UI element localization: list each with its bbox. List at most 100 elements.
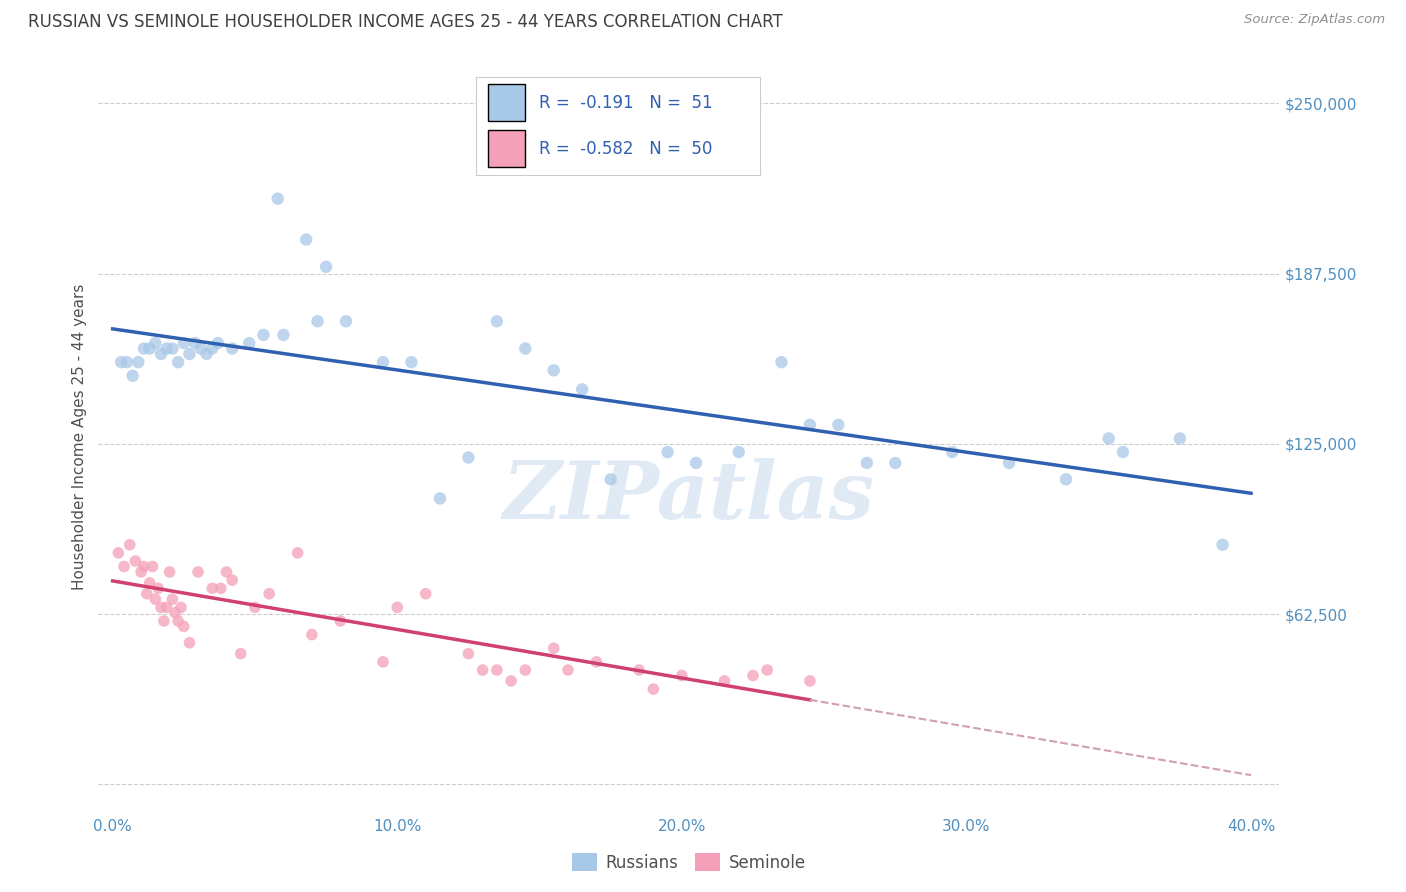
Point — [557, 663, 579, 677]
Point — [515, 342, 537, 356]
Point — [179, 347, 201, 361]
Point — [1098, 432, 1121, 446]
Point — [153, 614, 176, 628]
Y-axis label: Householder Income Ages 25 - 44 years: Householder Income Ages 25 - 44 years — [72, 284, 87, 591]
Point — [387, 600, 409, 615]
Point — [671, 668, 693, 682]
Point — [485, 663, 508, 677]
Point — [229, 647, 252, 661]
Point — [267, 192, 290, 206]
Point — [187, 565, 209, 579]
Point — [238, 336, 260, 351]
Point — [195, 347, 218, 361]
Point — [685, 456, 707, 470]
Point — [121, 368, 143, 383]
Point — [173, 336, 195, 351]
Point — [207, 336, 229, 351]
Text: Source: ZipAtlas.com: Source: ZipAtlas.com — [1244, 13, 1385, 27]
Point — [599, 472, 621, 486]
Point — [799, 673, 821, 688]
Point — [799, 417, 821, 432]
Point — [401, 355, 423, 369]
Point — [167, 614, 190, 628]
Point — [301, 627, 323, 641]
Point — [315, 260, 337, 274]
Point — [543, 641, 565, 656]
Point — [138, 575, 160, 590]
Point — [756, 663, 779, 677]
Point — [998, 456, 1021, 470]
Point — [515, 663, 537, 677]
Point — [335, 314, 357, 328]
Point — [727, 445, 749, 459]
Point — [132, 342, 155, 356]
Point — [742, 668, 765, 682]
Text: RUSSIAN VS SEMINOLE HOUSEHOLDER INCOME AGES 25 - 44 YEARS CORRELATION CHART: RUSSIAN VS SEMINOLE HOUSEHOLDER INCOME A… — [28, 13, 783, 31]
Point — [143, 592, 166, 607]
Point — [150, 347, 173, 361]
Point — [543, 363, 565, 377]
Point — [221, 342, 243, 356]
Point — [135, 587, 157, 601]
Point — [150, 600, 173, 615]
Point — [167, 355, 190, 369]
Point — [107, 546, 129, 560]
Point — [770, 355, 793, 369]
Point — [132, 559, 155, 574]
Point — [243, 600, 266, 615]
Point — [215, 565, 238, 579]
Point — [415, 587, 437, 601]
Point — [287, 546, 309, 560]
Point — [457, 647, 479, 661]
Point — [148, 582, 170, 596]
Point — [129, 565, 152, 579]
Point — [884, 456, 907, 470]
Point — [628, 663, 651, 677]
Point — [201, 582, 224, 596]
Point — [156, 600, 179, 615]
Point — [657, 445, 679, 459]
Point — [1054, 472, 1077, 486]
Point — [1212, 538, 1234, 552]
Point — [273, 327, 295, 342]
Point — [165, 606, 187, 620]
Point — [457, 450, 479, 465]
Point — [307, 314, 329, 328]
Point — [643, 682, 665, 697]
Point — [252, 327, 274, 342]
Point — [201, 342, 224, 356]
Point — [471, 663, 494, 677]
Point — [941, 445, 963, 459]
Point — [156, 342, 179, 356]
Point — [162, 592, 184, 607]
Point — [371, 355, 394, 369]
Point — [209, 582, 232, 596]
Point — [173, 619, 195, 633]
Point — [827, 417, 849, 432]
Point — [856, 456, 879, 470]
Point — [221, 573, 243, 587]
Point — [295, 233, 318, 247]
Point — [159, 565, 181, 579]
Point — [190, 342, 212, 356]
Text: ZIPatlas: ZIPatlas — [503, 458, 875, 536]
Point — [162, 342, 184, 356]
Point — [115, 355, 138, 369]
Point — [329, 614, 352, 628]
Point — [112, 559, 135, 574]
Point — [127, 355, 149, 369]
Point — [1168, 432, 1191, 446]
Point — [713, 673, 735, 688]
Point — [1112, 445, 1135, 459]
Point — [499, 673, 522, 688]
Point — [118, 538, 141, 552]
Point — [110, 355, 132, 369]
Point — [257, 587, 280, 601]
Point — [184, 336, 207, 351]
Point — [429, 491, 451, 506]
Point — [170, 600, 193, 615]
Point — [143, 336, 166, 351]
Point — [371, 655, 394, 669]
Legend: Russians, Seminole: Russians, Seminole — [565, 847, 813, 879]
Point — [571, 383, 593, 397]
